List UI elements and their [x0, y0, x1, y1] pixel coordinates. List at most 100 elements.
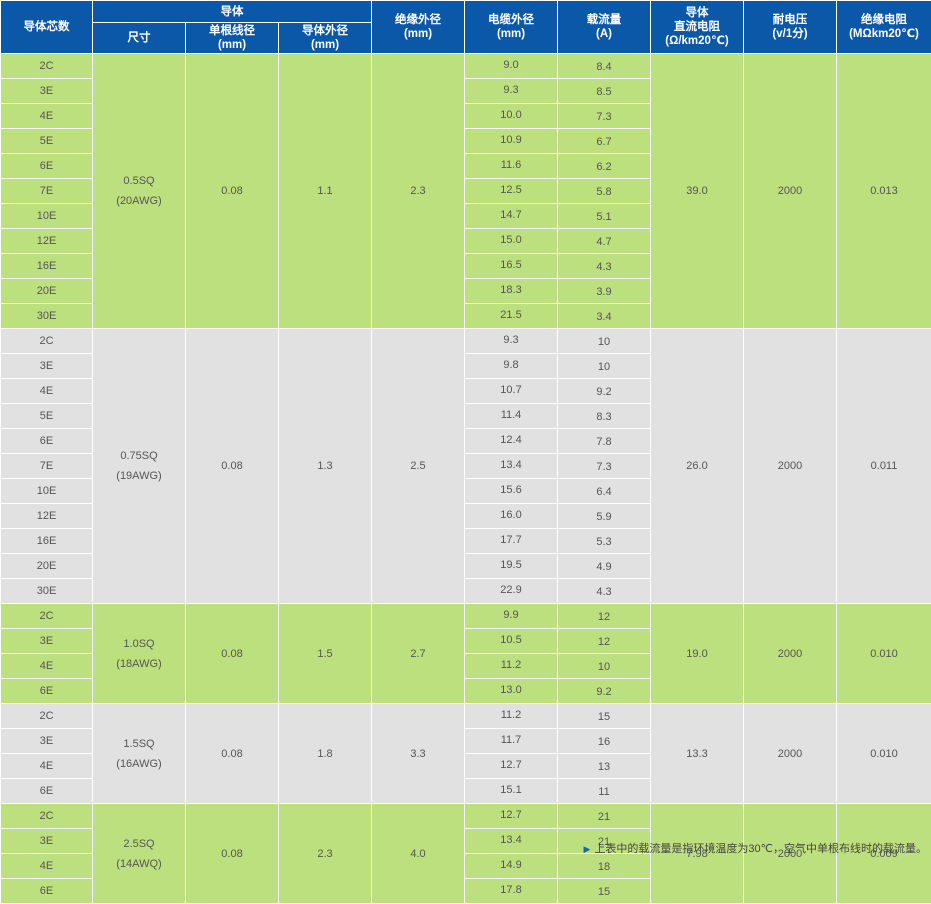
ampacity-cell: 3.9: [558, 279, 651, 304]
dc-resistance-cell: 39.0: [651, 54, 744, 329]
insulation-resistance-cell: 0.010: [837, 704, 931, 804]
ampacity-cell: 18: [558, 854, 651, 879]
ampacity-cell: 4.9: [558, 554, 651, 579]
withstand-voltage-cell: 2000: [744, 54, 837, 329]
cores-cell: 5E: [1, 129, 93, 154]
cores-cell: 3E: [1, 354, 93, 379]
cable-od-cell: 13.4: [465, 454, 558, 479]
strand-diameter-cell: 0.08: [186, 329, 279, 604]
ampacity-cell: 9.2: [558, 379, 651, 404]
cable-od-cell: 12.7: [465, 804, 558, 829]
cores-cell: 7E: [1, 179, 93, 204]
ampacity-cell: 7.3: [558, 104, 651, 129]
cable-od-cell: 11.7: [465, 729, 558, 754]
cores-cell: 6E: [1, 779, 93, 804]
cable-od-cell: 12.5: [465, 179, 558, 204]
cores-cell: 2C: [1, 54, 93, 79]
cable-od-cell: 9.9: [465, 604, 558, 629]
cable-od-cell: 13.4: [465, 829, 558, 854]
strand-diameter-cell: 0.08: [186, 54, 279, 329]
conductor-od-cell: 1.1: [279, 54, 372, 329]
cores-cell: 2C: [1, 329, 93, 354]
cores-cell: 3E: [1, 629, 93, 654]
cable-od-cell: 10.0: [465, 104, 558, 129]
conductor-od-cell: 1.8: [279, 704, 372, 804]
cable-od-cell: 15.1: [465, 779, 558, 804]
cores-cell: 4E: [1, 654, 93, 679]
ampacity-cell: 5.9: [558, 504, 651, 529]
header-cable-od: 电缆外径(mm): [465, 1, 558, 54]
ampacity-cell: 15: [558, 879, 651, 904]
conductor-od-cell: 2.3: [279, 804, 372, 904]
cable-od-cell: 11.4: [465, 404, 558, 429]
cable-od-cell: 9.3: [465, 329, 558, 354]
strand-diameter-cell: 0.08: [186, 704, 279, 804]
strand-diameter-cell: 0.08: [186, 604, 279, 704]
withstand-voltage-cell: 2000: [744, 329, 837, 604]
ampacity-cell: 11: [558, 779, 651, 804]
ampacity-cell: 3.4: [558, 304, 651, 329]
size-cell: 2.5SQ(14AWQ): [93, 804, 186, 904]
cores-cell: 4E: [1, 854, 93, 879]
cores-cell: 3E: [1, 829, 93, 854]
header-strand-diameter: 单根线径(mm): [186, 23, 279, 54]
insulation-resistance-cell: 0.010: [837, 604, 931, 704]
header-ampacity: 载流量(A): [558, 1, 651, 54]
cores-cell: 20E: [1, 279, 93, 304]
cable-od-cell: 14.7: [465, 204, 558, 229]
ampacity-cell: 5.8: [558, 179, 651, 204]
ampacity-cell: 7.3: [558, 454, 651, 479]
table-header: 导体芯数 导体 绝缘外径(mm) 电缆外径(mm) 载流量(A) 导体直流电阻(…: [1, 1, 931, 54]
cores-cell: 3E: [1, 729, 93, 754]
header-dc-resistance: 导体直流电阻(Ω/km20℃): [651, 1, 744, 54]
ampacity-cell: 21: [558, 804, 651, 829]
ampacity-cell: 6.7: [558, 129, 651, 154]
cores-cell: 2C: [1, 804, 93, 829]
insulation-od-cell: 4.0: [372, 804, 465, 904]
insulation-resistance-cell: 0.011: [837, 329, 931, 604]
insulation-od-cell: 2.5: [372, 329, 465, 604]
conductor-od-cell: 1.5: [279, 604, 372, 704]
ampacity-cell: 6.2: [558, 154, 651, 179]
ampacity-cell: 4.7: [558, 229, 651, 254]
ampacity-cell: 10: [558, 329, 651, 354]
cable-od-cell: 10.9: [465, 129, 558, 154]
cores-cell: 10E: [1, 204, 93, 229]
cable-od-cell: 9.8: [465, 354, 558, 379]
dc-resistance-cell: 13.3: [651, 704, 744, 804]
footnote-text: 上表中的载流量是指环境温度为30℃，空气中单根布线时的载流量。: [594, 843, 927, 855]
cores-cell: 16E: [1, 254, 93, 279]
cable-od-cell: 15.6: [465, 479, 558, 504]
cores-cell: 6E: [1, 679, 93, 704]
insulation-resistance-cell: 0.013: [837, 54, 931, 329]
ampacity-cell: 8.4: [558, 54, 651, 79]
cable-od-cell: 11.2: [465, 704, 558, 729]
cable-od-cell: 12.4: [465, 429, 558, 454]
cores-cell: 5E: [1, 404, 93, 429]
cable-od-cell: 18.3: [465, 279, 558, 304]
dc-resistance-cell: 26.0: [651, 329, 744, 604]
ampacity-cell: 5.1: [558, 204, 651, 229]
cores-cell: 4E: [1, 104, 93, 129]
ampacity-cell: 10: [558, 654, 651, 679]
ampacity-cell: 4.3: [558, 254, 651, 279]
cable-od-cell: 17.7: [465, 529, 558, 554]
cores-cell: 6E: [1, 879, 93, 904]
insulation-od-cell: 2.7: [372, 604, 465, 704]
cores-cell: 7E: [1, 454, 93, 479]
triangle-right-icon: ▶: [583, 844, 590, 854]
cores-cell: 20E: [1, 554, 93, 579]
conductor-od-cell: 1.3: [279, 329, 372, 604]
size-cell: 1.5SQ(16AWG): [93, 704, 186, 804]
header-insulation-resistance: 绝缘电阻(MΩkm20℃): [837, 1, 931, 54]
cores-cell: 30E: [1, 579, 93, 604]
ampacity-cell: 8.3: [558, 404, 651, 429]
strand-diameter-cell: 0.08: [186, 804, 279, 904]
header-size: 尺寸: [93, 23, 186, 54]
cable-od-cell: 22.9: [465, 579, 558, 604]
cores-cell: 2C: [1, 604, 93, 629]
insulation-od-cell: 2.3: [372, 54, 465, 329]
